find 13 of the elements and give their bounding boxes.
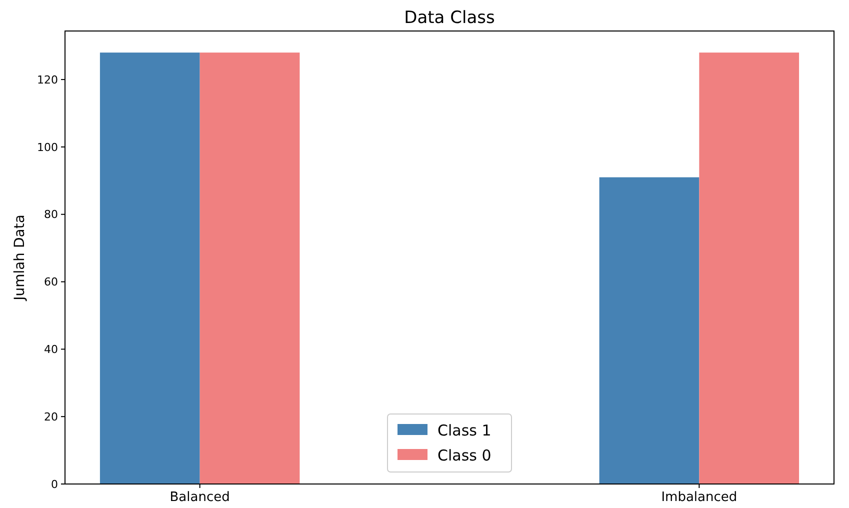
y-tick-label: 80 [44, 208, 58, 222]
y-tick-label: 60 [44, 276, 58, 289]
y-axis-title: Jumlah Data [12, 214, 28, 302]
y-tick-label: 100 [37, 140, 58, 154]
y-tick-label: 0 [51, 478, 58, 491]
y-tick-label: 120 [37, 73, 58, 86]
x-tick-label: Imbalanced [661, 490, 738, 505]
y-tick-label: 20 [44, 410, 58, 424]
y-tick-label: 40 [44, 343, 58, 356]
chart-title: Data Class [404, 8, 495, 28]
legend-label: Class 1 [438, 421, 492, 440]
x-tick-label: Balanced [170, 490, 230, 505]
legend-label: Class 0 [438, 446, 492, 464]
